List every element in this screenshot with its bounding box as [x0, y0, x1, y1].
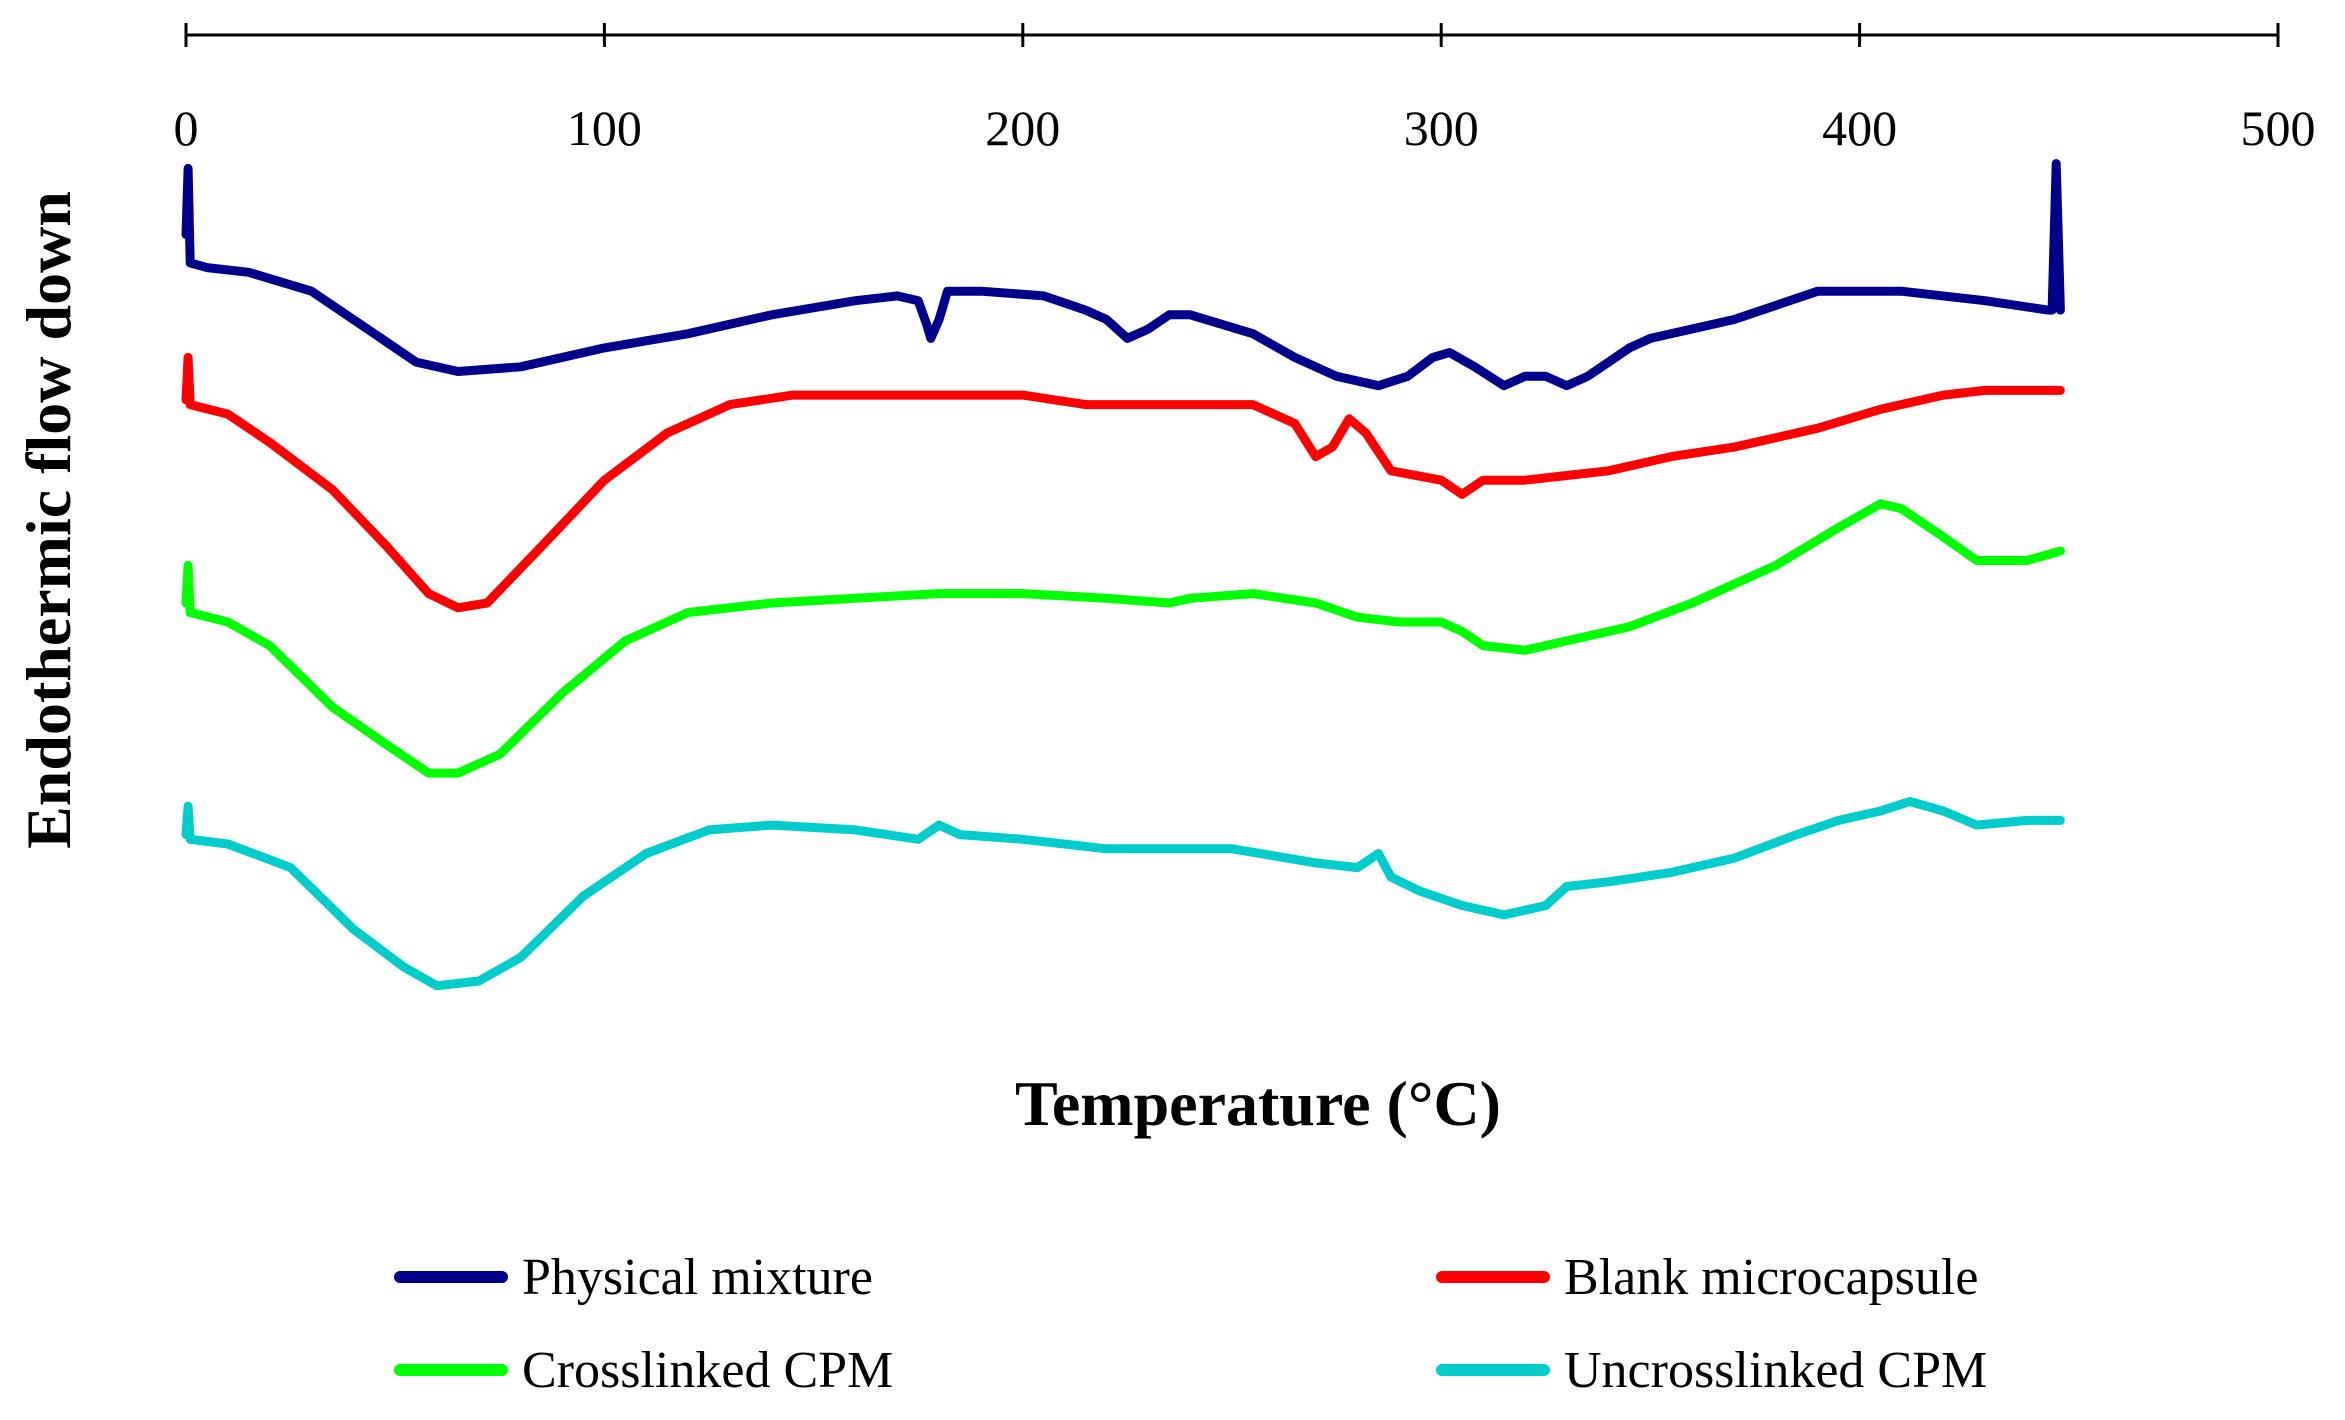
- x-tick-label: 100: [567, 100, 642, 156]
- legend-label: Physical mixture: [522, 1249, 873, 1306]
- x-tick-label: 200: [985, 100, 1060, 156]
- series-line-uncrosslinked-cpm: [181, 797, 2065, 991]
- legend-label: Crosslinked CPM: [522, 1342, 893, 1399]
- legend-label: Uncrosslinked CPM: [1564, 1342, 1987, 1399]
- series-line-crosslinked-cpm: [181, 499, 2065, 778]
- x-tick-label: 300: [1404, 100, 1479, 156]
- x-axis-title: Temperature (°C): [1015, 1068, 1501, 1139]
- legend-item: Blank microcapsule: [1436, 1249, 1978, 1306]
- series-line-physical-mixture: [181, 159, 2065, 391]
- x-axis: 0 100 200 300 400 500: [174, 23, 2316, 156]
- x-tick-label: 400: [1822, 100, 1897, 156]
- series-line-blank-microcapsule: [181, 352, 2065, 613]
- plot-area: [181, 159, 2065, 991]
- legend-label: Blank microcapsule: [1564, 1249, 1978, 1306]
- x-tick-label: 0: [174, 100, 199, 156]
- legend-item: Crosslinked CPM: [394, 1342, 893, 1399]
- legend-item: Uncrosslinked CPM: [1436, 1342, 1987, 1399]
- legend-item: Physical mixture: [394, 1249, 873, 1306]
- y-axis-title: Endothermic flow down: [13, 191, 84, 849]
- legend: Physical mixture Blank microcapsule Crossl…: [394, 1249, 1987, 1399]
- x-tick-label: 500: [2241, 100, 2316, 156]
